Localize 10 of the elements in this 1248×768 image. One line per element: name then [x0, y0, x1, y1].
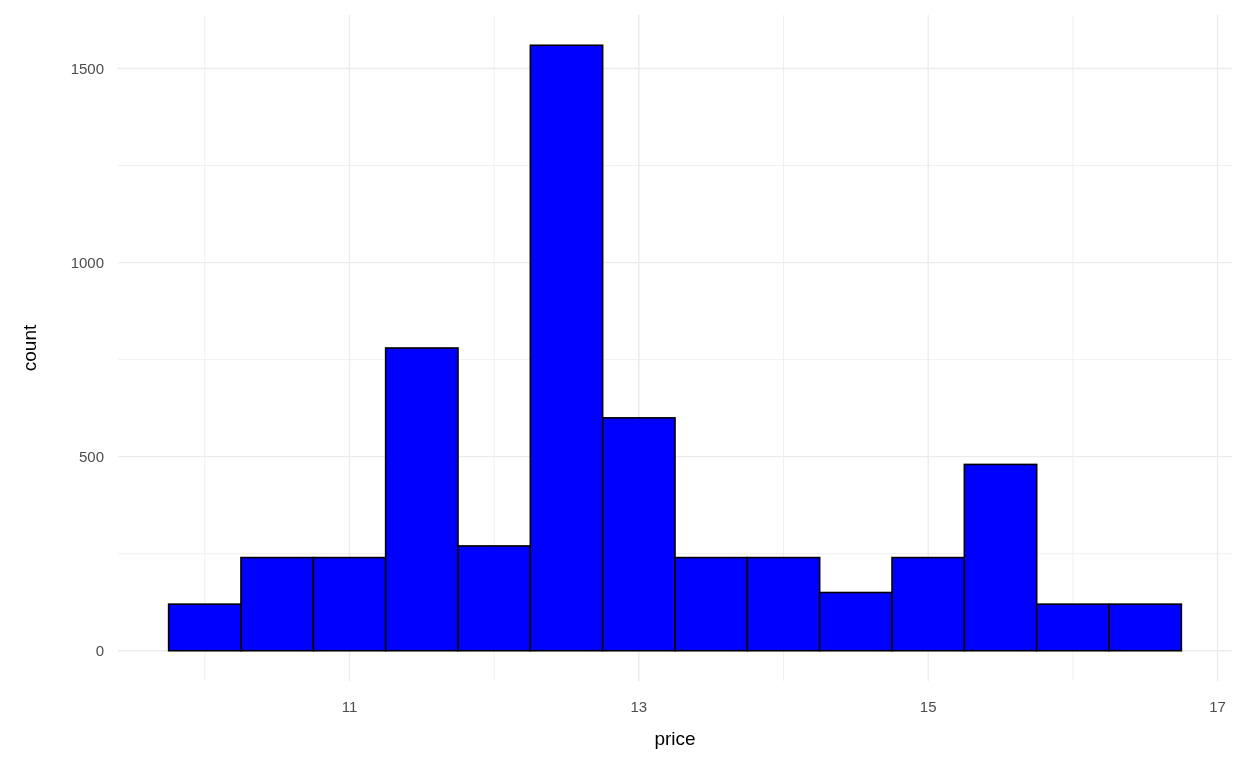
y-tick-label: 1500 — [70, 59, 104, 77]
x-tick-label: 15 — [919, 697, 937, 715]
y-tick-label: 500 — [78, 448, 104, 465]
y-axis-title: count — [18, 324, 40, 372]
y-tick-label: 0 — [95, 642, 104, 660]
x-tick-label: 17 — [1209, 697, 1226, 715]
x-tick-label: 13 — [630, 697, 648, 715]
x-tick-label: 11 — [341, 697, 358, 715]
y-tick-label: 1000 — [70, 253, 104, 271]
x-axis-title: price — [654, 728, 696, 749]
